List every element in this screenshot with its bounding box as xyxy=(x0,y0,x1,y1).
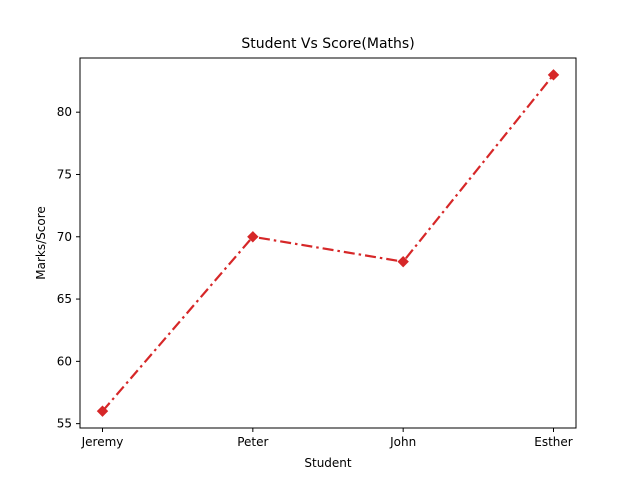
plot-frame xyxy=(79,57,577,429)
x-axis-ticks: Jeremy Peter John Esther xyxy=(81,428,573,449)
data-point-marker xyxy=(247,231,259,243)
x-tick-label: Jeremy xyxy=(81,435,124,449)
data-point-marker xyxy=(397,255,409,268)
chart-title: Student Vs Score(Maths) xyxy=(241,36,414,52)
y-axis-label: Marks/Score xyxy=(34,206,48,280)
x-tick-label: Esther xyxy=(534,435,573,449)
y-tick-label: 55 xyxy=(57,417,72,431)
y-tick-label: 75 xyxy=(57,167,72,181)
y-tick-label: 65 xyxy=(57,292,72,306)
data-point-marker xyxy=(547,69,560,81)
series-line xyxy=(101,74,555,412)
data-point-marker xyxy=(96,405,109,417)
y-tick-label: 80 xyxy=(57,105,72,119)
x-tick-label: John xyxy=(389,435,416,449)
x-axis-label: Student xyxy=(304,456,352,470)
y-tick-label: 70 xyxy=(57,230,72,244)
x-tick-label: Peter xyxy=(237,435,268,449)
y-axis-ticks: 55 60 65 70 75 80 xyxy=(57,105,80,431)
series-layer xyxy=(96,69,560,417)
y-tick-label: 60 xyxy=(57,354,72,368)
